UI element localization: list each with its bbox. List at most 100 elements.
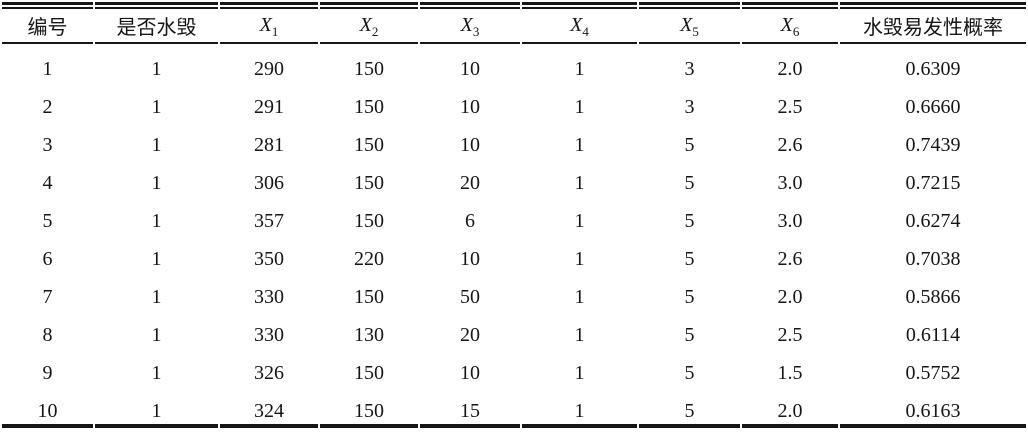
cell: 220 — [354, 247, 384, 270]
cell: 50 — [460, 285, 480, 308]
cell: 1 — [574, 323, 585, 346]
cell: 0.6114 — [905, 323, 961, 346]
cell: 0.7439 — [905, 133, 961, 156]
cell: 5 — [684, 209, 695, 232]
cell: 1 — [151, 361, 162, 384]
cell: 306 — [254, 171, 284, 194]
cell: 1 — [574, 285, 585, 308]
cell: 1 — [95, 386, 218, 428]
table-row: 8 1 330 130 20 1 5 2.5 0.6114 — [2, 310, 1026, 348]
column-header-x4: X4 — [522, 0, 637, 44]
column-header-x5: X5 — [639, 0, 740, 44]
data-table: 编号 是否水毁 X1 X2 X3 X4 X5 X6 水毁易发性概率 1 1 290 1… — [2, 0, 1026, 428]
cell: 1 — [574, 133, 585, 156]
cell: 5 — [684, 285, 695, 308]
cell: 150 — [354, 209, 384, 232]
cell: 6 — [42, 247, 53, 270]
table-row: 6 1 350 220 10 1 5 2.6 0.7038 — [2, 234, 1026, 272]
cell: 1 — [151, 57, 162, 80]
cell: 0.6274 — [905, 209, 961, 232]
cell: 150 — [320, 386, 418, 428]
cell: 8 — [42, 323, 53, 346]
cell: 1 — [42, 57, 53, 80]
cell: 1 — [151, 209, 162, 232]
cell: 2.6 — [777, 247, 803, 270]
cell: 150 — [354, 285, 384, 308]
table-row: 1 1 290 150 10 1 3 2.0 0.6309 — [2, 44, 1026, 82]
cell: 0.6309 — [905, 57, 961, 80]
cell: 0.7038 — [905, 247, 961, 270]
cell: 3.0 — [777, 209, 803, 232]
cell: 350 — [254, 247, 284, 270]
table-body: 1 1 290 150 10 1 3 2.0 0.6309 2 1 291 150 10 1 3 2.5 0.66… — [2, 44, 1026, 428]
cell: 6 — [465, 209, 475, 232]
cell: 10 — [460, 133, 480, 156]
cell: 5 — [684, 247, 695, 270]
cell: 150 — [354, 133, 384, 156]
column-header-x1: X1 — [220, 0, 318, 44]
cell: 9 — [42, 361, 53, 384]
cell: 2.0 — [777, 285, 803, 308]
cell: 0.6163 — [840, 386, 1026, 428]
cell: 1.5 — [777, 361, 803, 384]
cell: 150 — [354, 171, 384, 194]
cell: 1 — [574, 171, 585, 194]
cell: 291 — [254, 95, 284, 118]
column-header-id: 编号 — [2, 0, 93, 44]
table-row: 4 1 306 150 20 1 5 3.0 0.7215 — [2, 158, 1026, 196]
cell: 0.5866 — [905, 285, 961, 308]
cell: 2.5 — [777, 95, 803, 118]
cell: 3 — [684, 57, 695, 80]
cell: 1 — [151, 95, 162, 118]
cell: 2.0 — [742, 386, 838, 428]
cell: 5 — [684, 133, 695, 156]
cell: 5 — [684, 171, 695, 194]
cell: 0.7215 — [905, 171, 961, 194]
column-header-x3: X3 — [420, 0, 520, 44]
cell: 1 — [151, 247, 162, 270]
cell: 0.5752 — [905, 361, 961, 384]
table-row: 9 1 326 150 10 1 5 1.5 0.5752 — [2, 348, 1026, 386]
cell: 3 — [684, 95, 695, 118]
cell: 1 — [151, 133, 162, 156]
cell: 10 — [460, 95, 480, 118]
cell: 1 — [574, 247, 585, 270]
table-row: 2 1 291 150 10 1 3 2.5 0.6660 — [2, 82, 1026, 120]
cell: 0.6660 — [905, 95, 961, 118]
cell: 150 — [354, 95, 384, 118]
cell: 150 — [354, 57, 384, 80]
table-row: 7 1 330 150 50 1 5 2.0 0.5866 — [2, 272, 1026, 310]
cell: 2.6 — [777, 133, 803, 156]
cell: 7 — [42, 285, 53, 308]
cell: 10 — [2, 386, 93, 428]
cell: 10 — [460, 57, 480, 80]
table-row: 5 1 357 150 6 1 5 3.0 0.6274 — [2, 196, 1026, 234]
cell: 1 — [151, 285, 162, 308]
cell: 1 — [151, 323, 162, 346]
cell: 1 — [522, 386, 637, 428]
cell: 2.5 — [777, 323, 803, 346]
header-row: 编号 是否水毁 X1 X2 X3 X4 X5 X6 水毁易发性概率 — [2, 0, 1026, 44]
cell: 357 — [254, 209, 284, 232]
cell: 326 — [254, 361, 284, 384]
column-header-x2: X2 — [320, 0, 418, 44]
cell: 10 — [460, 361, 480, 384]
cell: 324 — [220, 386, 318, 428]
cell: 5 — [684, 323, 695, 346]
cell: 281 — [254, 133, 284, 156]
cell: 2.0 — [777, 57, 803, 80]
column-header-probability: 水毁易发性概率 — [840, 0, 1026, 44]
table-row: 10 1 324 150 15 1 5 2.0 0.6163 — [2, 386, 1026, 428]
cell: 1 — [574, 57, 585, 80]
cell: 15 — [420, 386, 520, 428]
cell: 1 — [574, 361, 585, 384]
cell: 5 — [684, 361, 695, 384]
cell: 1 — [574, 209, 585, 232]
cell: 150 — [354, 361, 384, 384]
cell: 330 — [254, 323, 284, 346]
cell: 4 — [42, 171, 53, 194]
column-header-flood-damaged: 是否水毁 — [95, 0, 218, 44]
cell: 5 — [42, 209, 53, 232]
cell: 3 — [42, 133, 53, 156]
cell: 130 — [354, 323, 384, 346]
